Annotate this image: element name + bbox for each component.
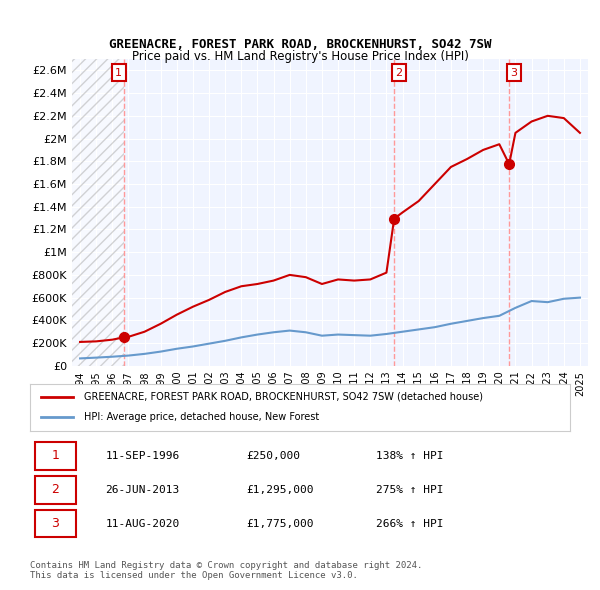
Text: GREENACRE, FOREST PARK ROAD, BROCKENHURST, SO42 7SW (detached house): GREENACRE, FOREST PARK ROAD, BROCKENHURS… (84, 392, 483, 402)
Text: 1: 1 (115, 68, 122, 78)
Text: 275% ↑ HPI: 275% ↑ HPI (376, 485, 443, 494)
FancyBboxPatch shape (35, 476, 76, 503)
Text: 11-SEP-1996: 11-SEP-1996 (106, 451, 180, 461)
Text: 26-JUN-2013: 26-JUN-2013 (106, 485, 180, 494)
Text: 266% ↑ HPI: 266% ↑ HPI (376, 519, 443, 529)
FancyBboxPatch shape (35, 510, 76, 537)
Text: Contains HM Land Registry data © Crown copyright and database right 2024.
This d: Contains HM Land Registry data © Crown c… (30, 560, 422, 580)
Text: £250,000: £250,000 (246, 451, 300, 461)
Text: 2: 2 (52, 483, 59, 496)
Text: £1,295,000: £1,295,000 (246, 485, 314, 494)
Text: £1,775,000: £1,775,000 (246, 519, 314, 529)
Text: 1: 1 (52, 449, 59, 462)
Text: 3: 3 (511, 68, 517, 78)
Text: Price paid vs. HM Land Registry's House Price Index (HPI): Price paid vs. HM Land Registry's House … (131, 50, 469, 63)
Text: HPI: Average price, detached house, New Forest: HPI: Average price, detached house, New … (84, 412, 319, 422)
Text: 138% ↑ HPI: 138% ↑ HPI (376, 451, 443, 461)
Text: 11-AUG-2020: 11-AUG-2020 (106, 519, 180, 529)
Text: GREENACRE, FOREST PARK ROAD, BROCKENHURST, SO42 7SW: GREENACRE, FOREST PARK ROAD, BROCKENHURS… (109, 38, 491, 51)
Text: 3: 3 (52, 517, 59, 530)
Text: 2: 2 (395, 68, 403, 78)
FancyBboxPatch shape (35, 442, 76, 470)
